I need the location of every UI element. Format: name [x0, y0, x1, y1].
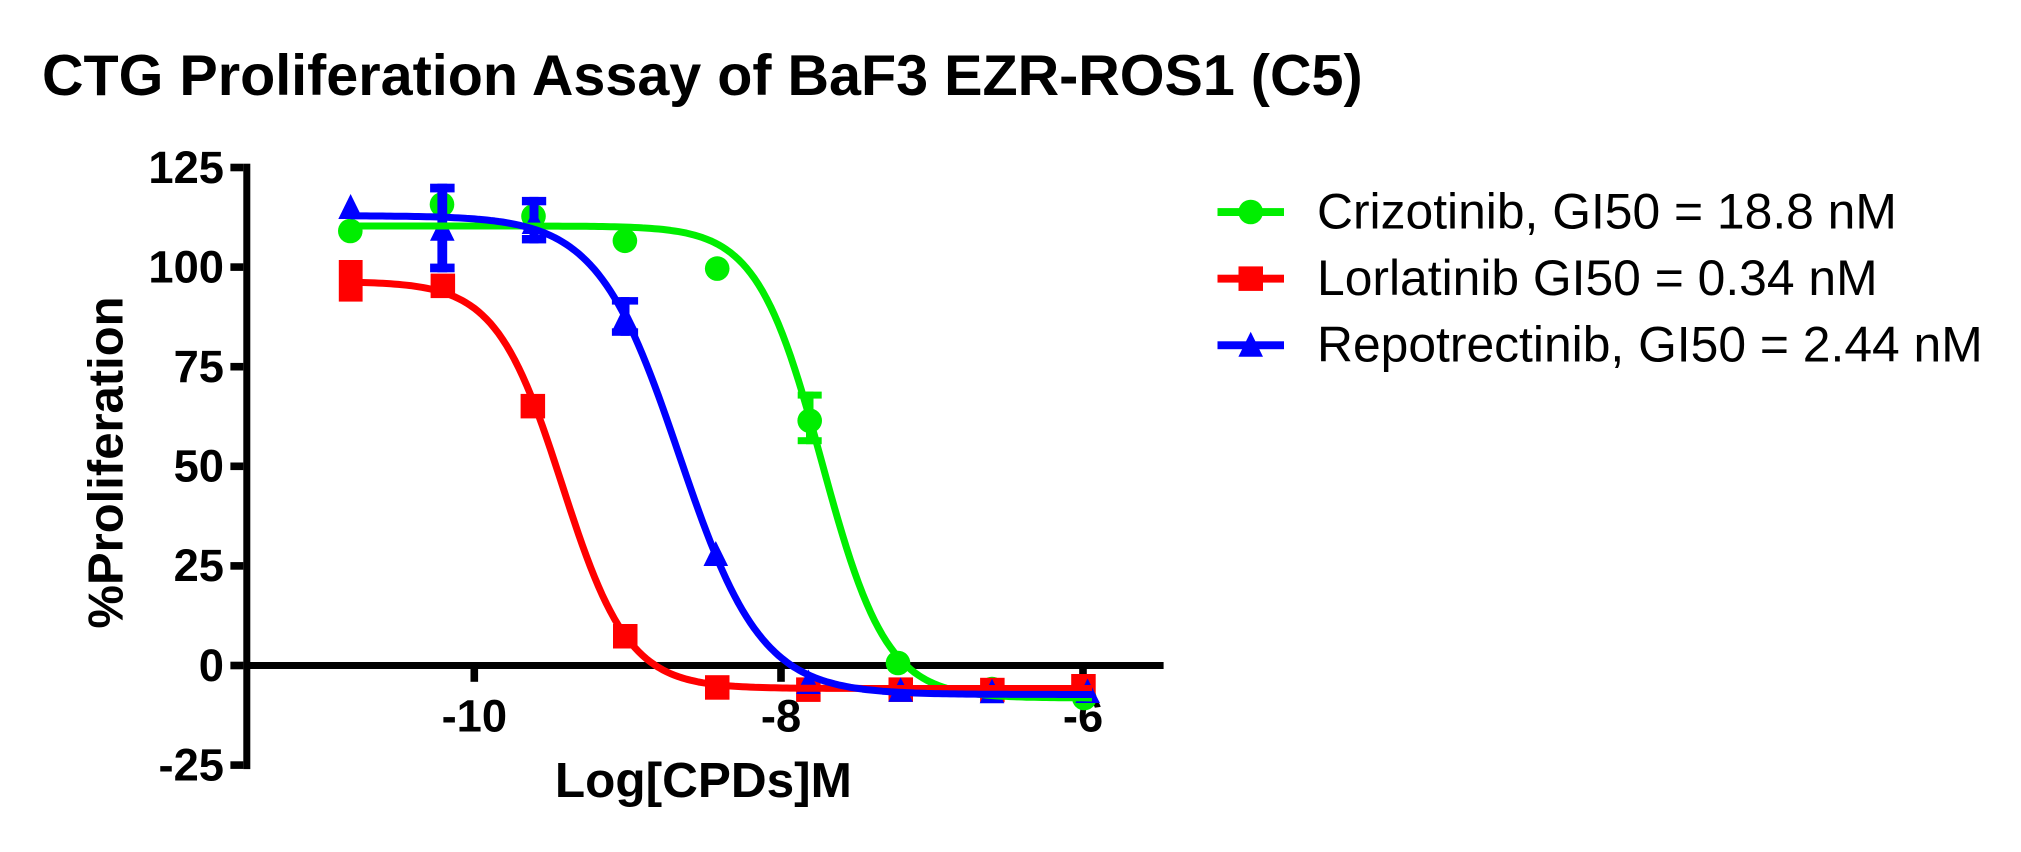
svg-text:CTG Proliferation Assay of BaF: CTG Proliferation Assay of BaF3 EZR-ROS1…: [42, 44, 1363, 108]
svg-text:Log[CPDs]M: Log[CPDs]M: [555, 753, 852, 808]
svg-text:-8: -8: [761, 691, 801, 742]
svg-text:Lorlatinib GI50 = 0.34 nM: Lorlatinib GI50 = 0.34 nM: [1317, 250, 1878, 306]
svg-text:25: 25: [174, 540, 224, 591]
svg-text:%Proliferation: %Proliferation: [80, 296, 134, 628]
svg-text:-10: -10: [442, 691, 507, 742]
svg-text:Repotrectinib, GI50 = 2.44 nM: Repotrectinib, GI50 = 2.44 nM: [1317, 317, 1983, 373]
svg-text:Crizotinib, GI50 = 18.8 nM: Crizotinib, GI50 = 18.8 nM: [1317, 184, 1897, 240]
svg-text:75: 75: [174, 341, 224, 392]
svg-text:50: 50: [174, 441, 224, 492]
svg-text:125: 125: [148, 142, 224, 193]
svg-text:0: 0: [199, 640, 224, 691]
svg-text:100: 100: [148, 241, 224, 292]
svg-text:-25: -25: [159, 739, 224, 790]
